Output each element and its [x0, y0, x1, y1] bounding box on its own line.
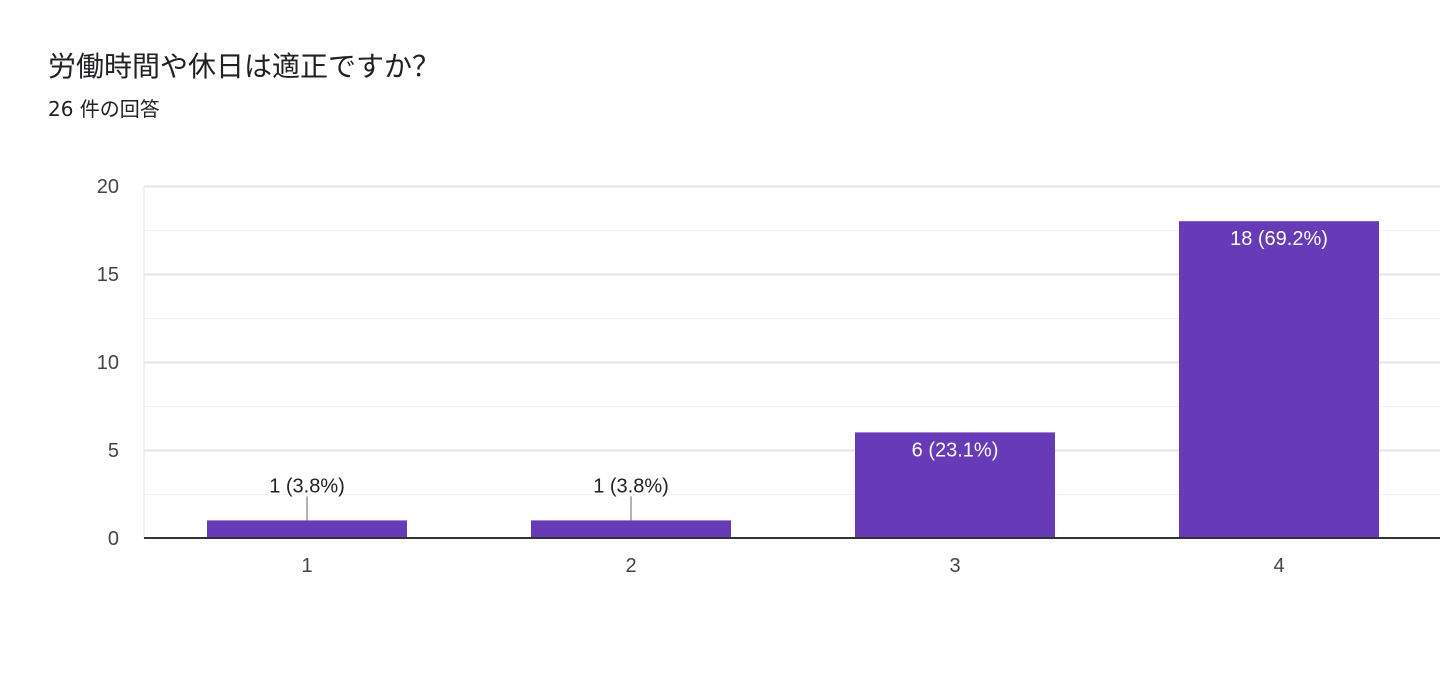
x-tick-label: 2 [625, 555, 636, 577]
y-tick-label: 10 [97, 352, 119, 374]
y-tick-label: 20 [97, 176, 119, 198]
data-label-3: 6 (23.1%) [912, 439, 999, 461]
bars [207, 221, 1379, 538]
data-label-2: 1 (3.8%) [593, 475, 669, 497]
x-tick-label: 3 [949, 555, 960, 577]
chart-title: 労働時間や休日は適正ですか？ [48, 50, 441, 83]
x-tick-label: 4 [1273, 555, 1284, 577]
bar-2 [531, 520, 731, 538]
x-tick-label: 1 [301, 555, 312, 577]
bar-1 [207, 520, 407, 538]
y-tick-label: 5 [108, 440, 119, 462]
data-label-1: 1 (3.8%) [269, 475, 345, 497]
y-axis: 0 5 10 15 20 [97, 176, 119, 550]
x-axis: 1 2 3 4 [144, 537, 1440, 577]
bar-3 [855, 432, 1055, 538]
bar-4 [1179, 221, 1379, 538]
data-label-4: 18 (69.2%) [1230, 228, 1328, 250]
data-labels: 1 (3.8%) 1 (3.8%) 6 (23.1%) 18 (69.2%) [269, 228, 1328, 521]
y-tick-label: 15 [97, 264, 119, 286]
y-tick-label: 0 [108, 528, 119, 550]
response-count: 26 件の回答 [48, 97, 160, 121]
